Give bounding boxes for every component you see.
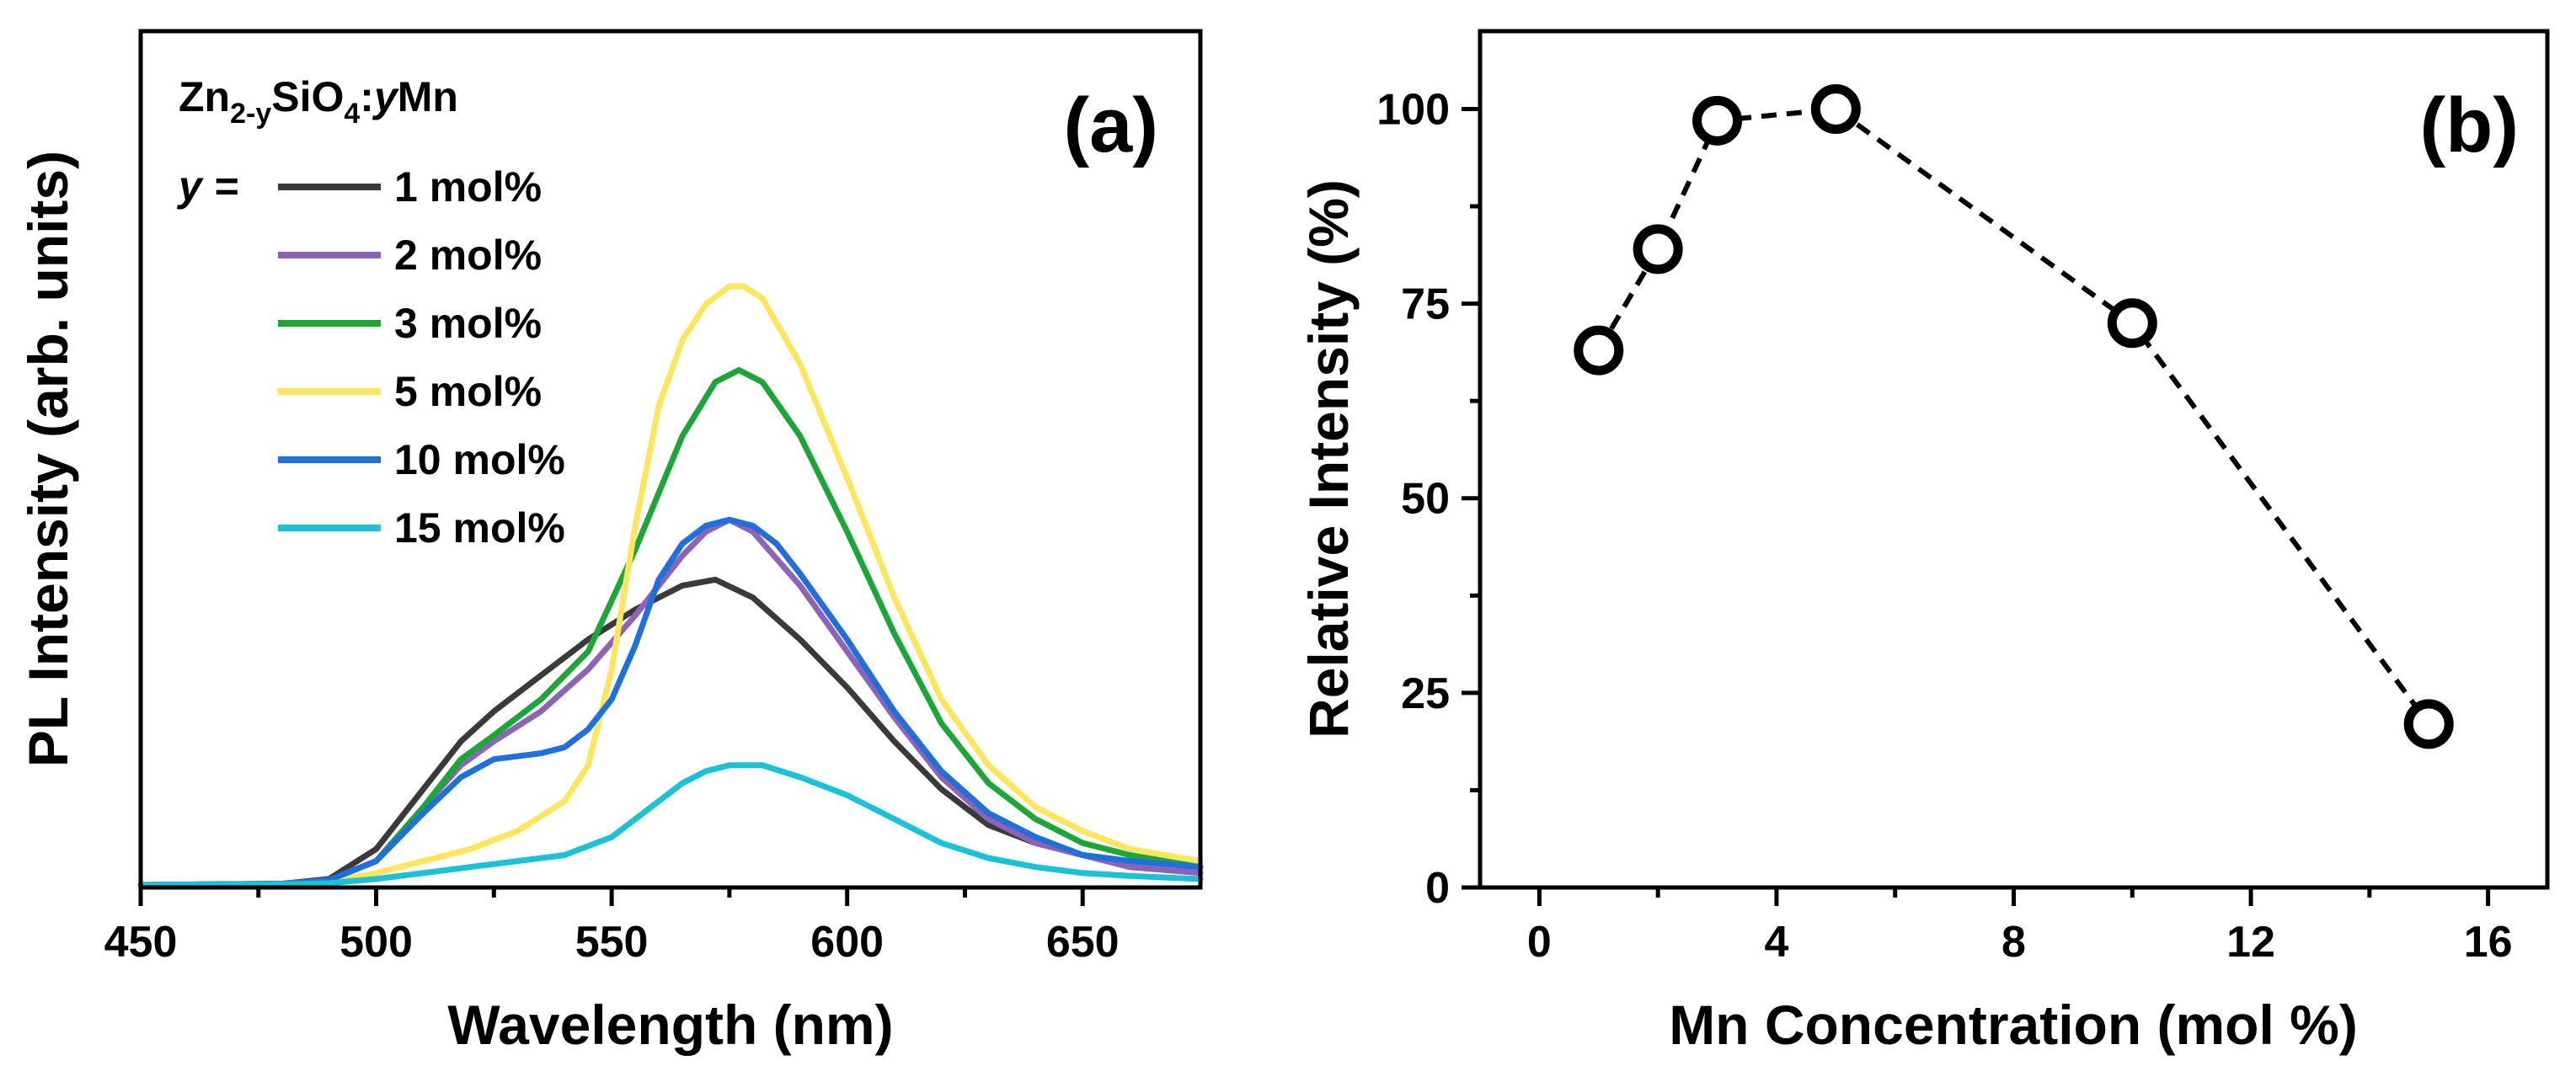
panel-a-frame bbox=[138, 29, 1203, 890]
data-point-15 bbox=[2403, 699, 2454, 749]
panel-a-x-ticks: 450 500 550 600 650 bbox=[104, 887, 1120, 967]
legend-formula: Zn2-ySiO4:yMn bbox=[179, 73, 458, 130]
panel-b-x-ticks: 0 4 8 12 16 bbox=[1527, 887, 2513, 967]
spectrum-5-molpct bbox=[137, 283, 1204, 888]
panel-a-x-tick-label: 500 bbox=[339, 918, 413, 967]
panel-b-y-tick-label: 0 bbox=[1425, 864, 1450, 913]
legend-label: 10 mol% bbox=[394, 436, 565, 483]
panel-b-y-tick-label: 100 bbox=[1376, 85, 1450, 134]
panel-a-x-tick-label: 550 bbox=[575, 918, 649, 967]
panel-b: 0 4 8 12 16 0 25 50 75 100 Mn Concentration (mol… bbox=[1297, 29, 2550, 1056]
legend-entries: 1 mol% 2 mol% 3 mol% 5 mol% 10 mol% 15 mol% bbox=[278, 163, 565, 552]
panel-b-y-tick-label: 75 bbox=[1401, 280, 1450, 329]
legend-label: 15 mol% bbox=[394, 504, 565, 552]
panel-b-x-axis-title: Mn Concentration (mol %) bbox=[1669, 994, 2358, 1056]
panel-a-x-axis-title: Wavelength (nm) bbox=[447, 994, 893, 1056]
spectrum-10-molpct bbox=[137, 516, 1204, 888]
panel-b-x-tick-label: 16 bbox=[2464, 918, 2513, 967]
panel-a-x-tick-label: 450 bbox=[104, 918, 178, 967]
panel-b-y-tick-label: 50 bbox=[1401, 475, 1450, 524]
panel-b-x-tick-label: 4 bbox=[1764, 918, 1788, 967]
panel-b-label: (b) bbox=[2420, 83, 2519, 168]
panel-b-markers bbox=[1574, 83, 2454, 749]
legend-label: 2 mol% bbox=[394, 232, 542, 279]
panel-b-x-tick-label: 0 bbox=[1527, 918, 1552, 967]
legend-prefix: y = bbox=[176, 163, 238, 210]
data-point-5 bbox=[1810, 83, 1861, 134]
panel-a-y-axis-title: PL Intensity (arb. units) bbox=[17, 151, 79, 767]
legend-label: 1 mol% bbox=[394, 163, 542, 211]
panel-b-x-tick-label: 12 bbox=[2226, 918, 2275, 967]
spectrum-15-molpct bbox=[137, 762, 1204, 888]
legend-label: 5 mol% bbox=[394, 368, 542, 415]
spectrum-2-molpct bbox=[137, 516, 1204, 888]
data-point-1 bbox=[1574, 325, 1624, 376]
panel-b-x-tick-label: 8 bbox=[2001, 918, 2026, 967]
panel-a-x-tick-label: 600 bbox=[810, 918, 884, 967]
panel-a-x-tick-label: 650 bbox=[1046, 918, 1120, 967]
legend-label: 3 mol% bbox=[394, 300, 542, 347]
panel-b-dashed-line bbox=[1596, 106, 2431, 726]
panel-b-y-tick-label: 25 bbox=[1401, 669, 1450, 718]
data-point-10 bbox=[2107, 298, 2157, 349]
panel-b-y-axis-title: Relative Intensity (%) bbox=[1297, 179, 1360, 738]
data-point-3 bbox=[1692, 95, 1743, 146]
panel-b-frame bbox=[1478, 29, 2550, 890]
panel-a: 450 500 550 600 650 Wavelength (nm) PL Inten… bbox=[17, 29, 1204, 1056]
panel-a-legend: Zn2-ySiO4:yMn y = 1 mol% 2 mol% 3 mol% 5 mo… bbox=[176, 73, 565, 552]
data-point-2 bbox=[1633, 224, 1683, 274]
panel-a-label: (a) bbox=[1064, 83, 1158, 168]
panel-b-y-ticks: 0 25 50 75 100 bbox=[1376, 85, 1480, 913]
panel-a-series bbox=[137, 283, 1204, 888]
